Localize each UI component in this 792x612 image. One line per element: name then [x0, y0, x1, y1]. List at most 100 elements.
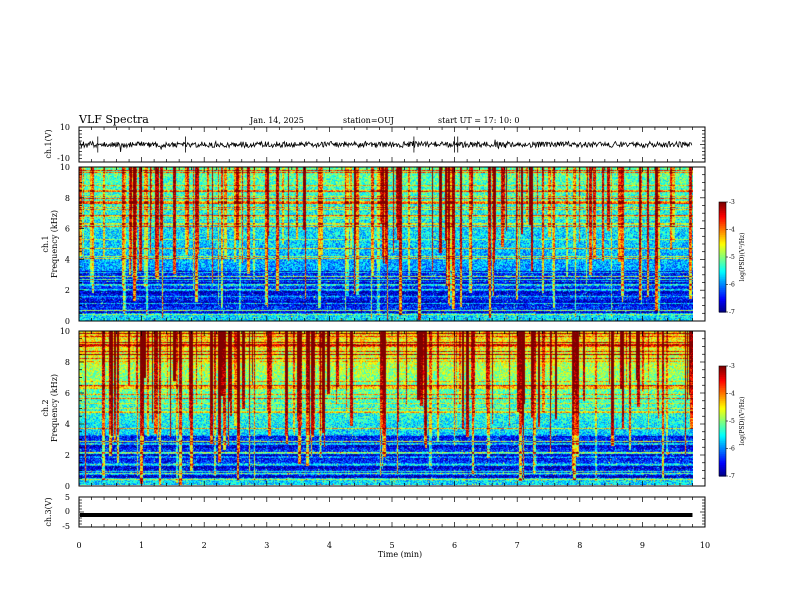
colorbar-segment	[719, 386, 726, 389]
time-tick-label: 10	[700, 541, 710, 550]
colorbar-segment	[719, 216, 726, 220]
colorbar-segment	[719, 304, 726, 308]
station-label: station=OUJ	[343, 116, 394, 125]
ch1-spectrogram-ticks	[78, 166, 706, 322]
colorbar-segment	[719, 269, 726, 273]
colorbar-segment	[719, 439, 726, 442]
time-tick-label: 1	[139, 541, 144, 550]
frequency-tick-label: 0	[65, 317, 70, 326]
ch3-ytick-top: 5	[65, 493, 70, 502]
ch1-ytick-top: 10	[60, 123, 70, 132]
colorbar-segment	[719, 290, 726, 293]
colorbar-segment	[719, 428, 726, 431]
frequency-tick-label: 10	[60, 163, 70, 172]
colorbar-segment	[719, 393, 726, 396]
date-label: Jan. 14, 2025	[249, 116, 304, 125]
colorbar-segment	[719, 459, 726, 462]
colorbar-segment	[719, 284, 726, 287]
colorbar-segment	[719, 297, 726, 300]
time-tick-label: 2	[202, 541, 207, 550]
ch1-waveform-ylabel: ch.1(V)	[44, 129, 53, 158]
colorbar-segment	[719, 231, 726, 234]
colorbar-segment	[719, 291, 726, 295]
colorbar-segment	[719, 450, 726, 453]
colorbar-segment	[719, 286, 726, 289]
colorbar-segment	[719, 202, 726, 205]
ch3-ytick-bottom: -5	[62, 522, 70, 531]
time-tick-label: 3	[264, 541, 269, 550]
ch2-spectrogram-ylabel-freq: Frequency (kHz)	[50, 374, 59, 442]
colorbar-segment	[719, 463, 726, 466]
colorbar-segment	[719, 258, 726, 262]
colorbar-segment	[719, 426, 726, 429]
colorbar-segment	[719, 295, 726, 298]
colorbar-segment	[719, 236, 726, 240]
colorbar-segment	[719, 229, 726, 232]
colorbar-segment	[719, 271, 726, 275]
colorbar-segment	[719, 382, 726, 385]
colorbar-segment	[719, 246, 726, 249]
colorbar-segment	[719, 268, 726, 271]
frequency-tick-label: 10	[60, 327, 70, 336]
colorbar-segment	[719, 466, 726, 470]
colorbar-segment	[719, 249, 726, 253]
colorbar-segment	[719, 264, 726, 267]
colorbar-segment	[719, 415, 726, 418]
colorbar-segment	[719, 402, 726, 406]
colorbar-segment	[719, 222, 726, 225]
colorbar-segment	[719, 273, 726, 276]
colorbar-tick-label: -6	[729, 282, 735, 289]
colorbar-segment	[719, 367, 726, 371]
colorbar-segment	[719, 399, 726, 402]
colorbar-segment	[719, 282, 726, 286]
colorbar-tick-label: -3	[729, 199, 735, 206]
colorbar-segment	[719, 395, 726, 398]
ch1-spectrogram-yticklabels: 0 2 4 6 8 10	[60, 163, 70, 326]
colorbar-segment	[719, 205, 726, 209]
colorbar-segment	[719, 247, 726, 251]
colorbar-segment	[719, 454, 726, 457]
colorbar-segment	[719, 375, 726, 378]
colorbar-tick-label: -7	[729, 473, 735, 480]
colorbar-segment	[719, 235, 726, 238]
colorbar-tick-label: -7	[729, 309, 735, 316]
time-tick-label: 8	[577, 541, 582, 550]
colorbar-segment	[719, 406, 726, 409]
colorbar-segment	[719, 432, 726, 435]
colorbar-segment	[719, 417, 726, 420]
frequency-tick-label: 8	[65, 194, 70, 203]
colorbar-segment	[719, 213, 726, 216]
colorbar-segment	[719, 433, 726, 437]
colorbar-segment	[719, 411, 726, 415]
colorbar-ch1: -3 -4 -5 -6 -7 log(PSD)(V²/Hz)	[718, 199, 746, 316]
colorbar-segment	[719, 260, 726, 264]
colorbar-segment	[719, 424, 726, 428]
colorbar-segment	[719, 240, 726, 243]
colorbar-segment	[719, 410, 726, 413]
colorbar-tick-label: -4	[729, 391, 735, 398]
colorbar-segment	[719, 214, 726, 218]
time-tick-label: 6	[452, 541, 457, 550]
colorbar-tick-label: -5	[729, 254, 735, 261]
panel-ch2-spectrogram: 0 2 4 6 8 10 ch.2 Frequency (kHz)	[41, 327, 706, 491]
colorbar-segment	[719, 279, 726, 282]
colorbar-segment	[719, 209, 726, 212]
panel-ch1-spectrogram: 0 2 4 6 8 10 ch.1 Frequency (kHz)	[41, 163, 706, 326]
frequency-tick-label: 2	[65, 451, 70, 460]
time-axis-label: Time (min)	[378, 550, 422, 559]
colorbar-segment	[719, 389, 726, 393]
colorbar-segment	[719, 470, 726, 473]
colorbar-segment	[719, 435, 726, 439]
colorbar-segment	[719, 366, 726, 369]
time-tick-label: 5	[389, 541, 394, 550]
colorbar-segment	[719, 238, 726, 242]
colorbar-segment	[719, 457, 726, 461]
colorbar-segment	[719, 455, 726, 459]
colorbar-segment	[719, 400, 726, 404]
colorbar-segment	[719, 378, 726, 382]
colorbar-segment	[719, 242, 726, 245]
colorbar-segment	[719, 441, 726, 444]
colorbar-segment	[719, 413, 726, 417]
colorbar-segment	[719, 233, 726, 236]
colorbar-segment	[719, 277, 726, 280]
